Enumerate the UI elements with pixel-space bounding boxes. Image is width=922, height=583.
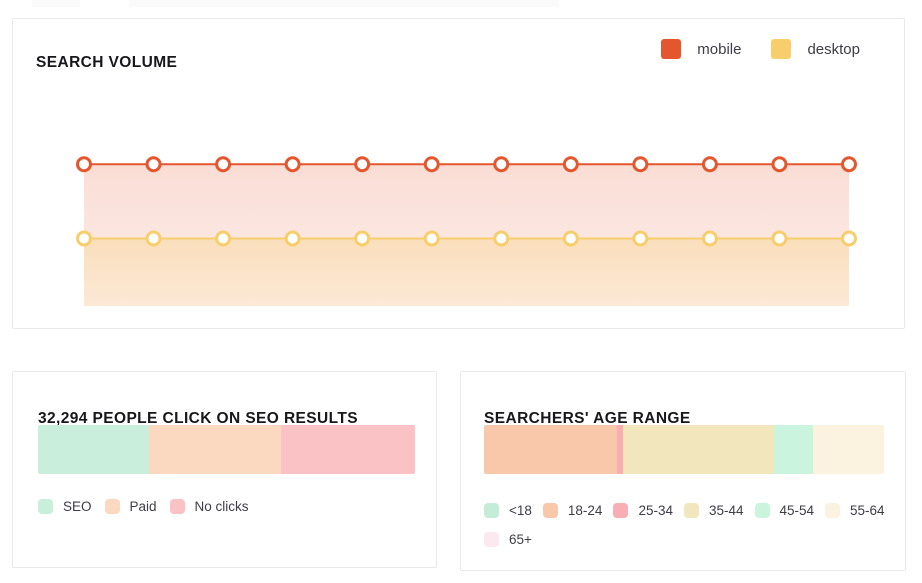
age-range-legend-row-1: <18 18-24 25-34 35-44 45-54 55-64: [484, 503, 885, 518]
search-volume-line-chart[interactable]: [13, 19, 904, 328]
desktop-data-point-marker[interactable]: [632, 230, 649, 247]
search-volume-card: SEARCH VOLUME mobile desktop: [12, 18, 905, 329]
under-18-legend-swatch: [484, 503, 499, 518]
legend-item-25-34[interactable]: 25-34: [613, 503, 673, 518]
age-range-title: SEARCHERS' AGE RANGE: [484, 409, 691, 427]
desktop-data-point-marker[interactable]: [423, 230, 440, 247]
legend-item-under-18[interactable]: <18: [484, 503, 532, 518]
mobile-data-point-marker[interactable]: [632, 156, 649, 173]
mobile-data-point-marker[interactable]: [76, 156, 92, 173]
mobile-data-point-marker[interactable]: [215, 156, 232, 173]
legend-item-45-54[interactable]: 45-54: [754, 503, 815, 518]
mobile-data-point-marker[interactable]: [562, 156, 579, 173]
bar-segment-18-24[interactable]: [484, 425, 617, 474]
legend-item-18-24[interactable]: 18-24: [542, 503, 603, 518]
legend-label: desktop: [807, 40, 860, 58]
legend-label: 25-34: [638, 503, 673, 518]
desktop-data-point-marker[interactable]: [701, 230, 718, 247]
bar-segment-45-54[interactable]: [774, 425, 814, 474]
desktop-data-point-marker[interactable]: [841, 230, 857, 247]
desktop-data-point-marker[interactable]: [354, 230, 371, 247]
bar-segment-SEO[interactable]: [38, 425, 149, 474]
legend-label: No clicks: [194, 499, 249, 514]
desktop-data-point-marker[interactable]: [562, 230, 579, 247]
desktop-data-point-marker[interactable]: [493, 230, 510, 247]
mobile-legend-swatch: [661, 39, 682, 59]
bar-segment-55-64[interactable]: [813, 425, 884, 474]
mobile-data-point-marker[interactable]: [423, 156, 440, 173]
desktop-area-fill: [84, 238, 849, 306]
25-34-legend-swatch: [613, 503, 629, 518]
mobile-data-point-marker[interactable]: [284, 156, 301, 173]
desktop-data-point-marker[interactable]: [215, 230, 232, 247]
legend-label: 35-44: [708, 503, 744, 518]
legend-label: 45-54: [779, 503, 815, 518]
legend-label: 55-64: [850, 503, 885, 518]
mobile-data-point-marker[interactable]: [493, 156, 510, 173]
55-64-legend-swatch: [825, 503, 841, 518]
desktop-data-point-marker[interactable]: [76, 230, 92, 247]
search-volume-title: SEARCH VOLUME: [36, 53, 178, 71]
seo-results-title: 32,294 PEOPLE CLICK ON SEO RESULTS: [38, 409, 358, 427]
18-24-legend-swatch: [542, 503, 558, 518]
no-clicks-legend-swatch: [169, 499, 185, 514]
seo-results-card: 32,294 PEOPLE CLICK ON SEO RESULTS SEO P…: [12, 371, 437, 568]
legend-label: <18: [509, 503, 532, 518]
desktop-legend-swatch: [771, 39, 792, 59]
desktop-data-point-marker[interactable]: [145, 230, 162, 247]
desktop-data-point-marker[interactable]: [771, 230, 788, 247]
bar-segment-35-44[interactable]: [622, 425, 775, 474]
search-volume-legend: mobile desktop: [661, 39, 860, 59]
legend-item-no-clicks[interactable]: No clicks: [169, 499, 249, 514]
page-top-fragment: [32, 0, 80, 7]
mobile-data-point-marker[interactable]: [354, 156, 371, 173]
bar-segment-No clicks[interactable]: [280, 425, 415, 474]
legend-item-paid[interactable]: Paid: [104, 499, 157, 514]
legend-item-35-44[interactable]: 35-44: [683, 503, 744, 518]
legend-item-mobile[interactable]: mobile: [661, 39, 741, 59]
page-top-fragment: [129, 0, 559, 7]
legend-label: mobile: [697, 40, 742, 58]
mobile-data-point-marker[interactable]: [771, 156, 788, 173]
mobile-data-point-marker[interactable]: [145, 156, 162, 173]
bar-segment-25-34[interactable]: [616, 425, 623, 474]
seo-results-stacked-bar[interactable]: [38, 425, 415, 474]
65-plus-legend-swatch: [484, 532, 499, 547]
mobile-data-point-marker[interactable]: [701, 156, 718, 173]
legend-item-seo[interactable]: SEO: [38, 499, 92, 514]
legend-item-desktop[interactable]: desktop: [771, 39, 860, 59]
legend-label: 65+: [509, 532, 532, 547]
seo-legend-swatch: [38, 499, 53, 514]
paid-legend-swatch: [104, 499, 120, 514]
legend-label: 18-24: [567, 503, 603, 518]
bar-segment-Paid[interactable]: [148, 425, 281, 474]
age-range-card: SEARCHERS' AGE RANGE <18 18-24 25-34 35-…: [460, 371, 906, 571]
35-44-legend-swatch: [683, 503, 699, 518]
desktop-data-point-marker[interactable]: [284, 230, 301, 247]
legend-item-55-64[interactable]: 55-64: [825, 503, 885, 518]
age-range-stacked-bar[interactable]: [484, 425, 884, 474]
seo-results-legend: SEO Paid No clicks: [38, 499, 249, 514]
mobile-data-point-marker[interactable]: [841, 156, 857, 173]
legend-label: Paid: [129, 499, 157, 514]
45-54-legend-swatch: [754, 503, 770, 518]
legend-item-65-plus[interactable]: 65+: [484, 532, 532, 547]
age-range-legend-row-2: 65+: [484, 532, 532, 547]
legend-label: SEO: [63, 499, 92, 514]
